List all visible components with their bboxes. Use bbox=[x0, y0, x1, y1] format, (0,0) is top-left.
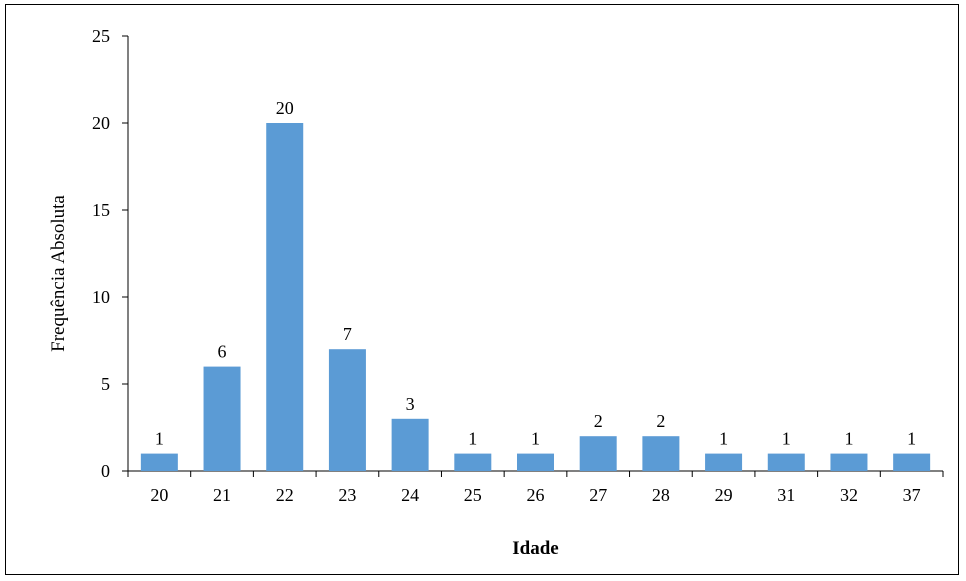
data-label: 1 bbox=[155, 429, 164, 449]
y-axis-title: Frequência Absoluta bbox=[48, 195, 69, 352]
x-tick-label: 26 bbox=[527, 485, 545, 505]
y-tick-label: 15 bbox=[92, 200, 110, 220]
x-tick-label: 24 bbox=[401, 485, 419, 505]
data-label: 1 bbox=[782, 429, 791, 449]
y-tick-label: 20 bbox=[92, 113, 110, 133]
data-label: 3 bbox=[406, 394, 415, 414]
y-tick-label: 0 bbox=[101, 461, 110, 481]
data-label: 20 bbox=[276, 98, 294, 118]
bar-37 bbox=[893, 453, 931, 471]
data-label: 1 bbox=[531, 429, 540, 449]
bar-24 bbox=[391, 418, 429, 471]
x-tick-label: 27 bbox=[589, 485, 607, 505]
bar-27 bbox=[579, 436, 617, 471]
y-tick-label: 10 bbox=[92, 287, 110, 307]
x-tick-label: 31 bbox=[777, 485, 795, 505]
bar-23 bbox=[328, 349, 366, 471]
bar-26 bbox=[517, 453, 554, 471]
data-label: 2 bbox=[656, 411, 665, 431]
x-tick-label: 32 bbox=[840, 485, 858, 505]
bar-25 bbox=[454, 453, 492, 471]
x-tick-label: 37 bbox=[903, 485, 921, 505]
bar-29 bbox=[705, 453, 743, 471]
x-tick-label: 25 bbox=[464, 485, 482, 505]
data-label: 1 bbox=[719, 429, 728, 449]
x-axis-title: Idade bbox=[512, 538, 558, 559]
x-tick-label: 29 bbox=[715, 485, 733, 505]
bar-28 bbox=[642, 436, 680, 471]
y-axis: 0 5 10 15 20 25 bbox=[92, 26, 129, 481]
data-label: 1 bbox=[468, 429, 477, 449]
x-tick-label: 20 bbox=[150, 485, 168, 505]
data-label: 1 bbox=[844, 429, 853, 449]
bar-22 bbox=[266, 123, 304, 471]
bars bbox=[140, 123, 931, 471]
x-tick-label: 22 bbox=[276, 485, 294, 505]
bar-21 bbox=[203, 366, 241, 471]
data-label: 2 bbox=[594, 411, 603, 431]
x-tick-label: 21 bbox=[213, 485, 231, 505]
y-tick-label: 25 bbox=[92, 26, 110, 46]
chart-frame bbox=[5, 4, 959, 575]
data-label: 7 bbox=[343, 324, 352, 344]
data-labels: 1 6 20 7 3 1 1 2 2 1 1 1 1 bbox=[155, 98, 916, 449]
bar-31 bbox=[767, 453, 805, 471]
y-tick-label: 5 bbox=[101, 374, 110, 394]
data-label: 6 bbox=[218, 342, 227, 362]
x-tick-label: 23 bbox=[338, 485, 356, 505]
bar-20 bbox=[140, 453, 178, 471]
bar-32 bbox=[830, 453, 868, 471]
x-tick-label: 28 bbox=[652, 485, 670, 505]
data-label: 1 bbox=[907, 429, 916, 449]
x-axis: 20 21 22 23 24 25 26 27 28 29 31 32 37 bbox=[127, 470, 944, 505]
